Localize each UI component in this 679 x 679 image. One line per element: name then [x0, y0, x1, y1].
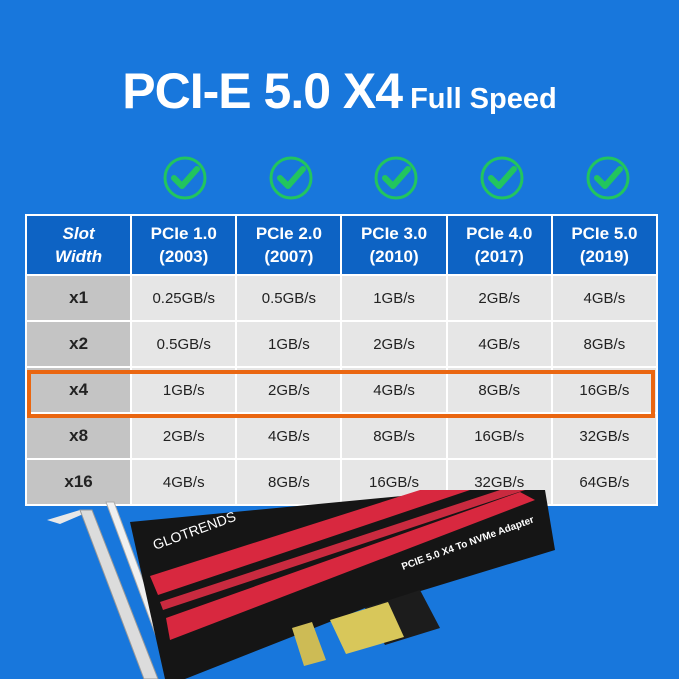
- header-pcie-gen: PCIe 2.0 (2007): [235, 214, 343, 276]
- bandwidth-cell: 64GB/s: [550, 458, 659, 506]
- bandwidth-cell: 4GB/s: [340, 366, 448, 414]
- bandwidth-cell: 1GB/s: [130, 366, 238, 414]
- bandwidth-cell: 1GB/s: [340, 274, 448, 322]
- header-pcie-gen: PCIe 5.0 (2019): [550, 214, 659, 276]
- bandwidth-cell: 4GB/s: [235, 412, 343, 460]
- header-line: Width: [55, 247, 103, 266]
- check-icon: [269, 156, 313, 200]
- bandwidth-cell: 16GB/s: [445, 412, 553, 460]
- bandwidth-cell: 1GB/s: [235, 320, 343, 368]
- table-row: x4 1GB/s 2GB/s 4GB/s 8GB/s 16GB/s: [24, 366, 659, 414]
- bandwidth-cell: 2GB/s: [340, 320, 448, 368]
- table-row: x16 4GB/s 8GB/s 16GB/s 32GB/s 64GB/s: [24, 458, 659, 506]
- header-slot-width: Slot Width: [24, 214, 133, 276]
- headline-sub: Full Speed: [410, 83, 557, 115]
- header-line: PCIe 5.0: [571, 224, 638, 243]
- header-line: (2007): [264, 247, 314, 266]
- slot-width-cell: x8: [24, 412, 133, 460]
- check-icon: [374, 156, 418, 200]
- slot-width-cell: x1: [24, 274, 133, 322]
- bandwidth-cell: 16GB/s: [550, 366, 659, 414]
- bandwidth-cell: 8GB/s: [235, 458, 343, 506]
- header-line: (2010): [369, 247, 419, 266]
- slot-width-cell: x2: [24, 320, 133, 368]
- header-line: PCIe 2.0: [255, 224, 322, 243]
- header-line: (2003): [159, 247, 209, 266]
- bandwidth-cell: 2GB/s: [235, 366, 343, 414]
- check-icon: [480, 156, 524, 200]
- header-line: (2019): [579, 247, 629, 266]
- header-pcie-gen: PCIe 4.0 (2017): [445, 214, 553, 276]
- bandwidth-table: Slot Width PCIe 1.0 (2003) PCIe 2.0 (2007) PCI…: [24, 214, 659, 506]
- bandwidth-cell: 8GB/s: [550, 320, 659, 368]
- header-line: (2017): [474, 247, 524, 266]
- bandwidth-cell: 2GB/s: [130, 412, 238, 460]
- header-line: PCIe 1.0: [150, 224, 217, 243]
- adapter-card-image: GLOTRENDS PCIE 5.0 X4 To NVMe Adapter: [47, 490, 555, 679]
- header-line: PCIe 4.0: [466, 224, 533, 243]
- bandwidth-cell: 0.25GB/s: [130, 274, 238, 322]
- slot-width-cell: x16: [24, 458, 133, 506]
- bandwidth-cell: 8GB/s: [445, 366, 553, 414]
- bandwidth-cell: 0.5GB/s: [235, 274, 343, 322]
- table-row: x8 2GB/s 4GB/s 8GB/s 16GB/s 32GB/s: [24, 412, 659, 460]
- slot-width-cell: x4: [24, 366, 133, 414]
- card-body: [130, 490, 555, 679]
- headline: PCI-E 5.0 X4 Full Speed: [0, 62, 679, 120]
- header-line: PCIe 3.0: [360, 224, 428, 243]
- bandwidth-cell: 4GB/s: [550, 274, 659, 322]
- header-pcie-gen: PCIe 1.0 (2003): [130, 214, 238, 276]
- bandwidth-cell: 4GB/s: [130, 458, 238, 506]
- bandwidth-cell: 4GB/s: [445, 320, 553, 368]
- bandwidth-cell: 8GB/s: [340, 412, 448, 460]
- bandwidth-cell: 2GB/s: [445, 274, 553, 322]
- check-icon: [163, 156, 207, 200]
- check-icon: [586, 156, 630, 200]
- headline-main: PCI-E 5.0 X4: [122, 63, 403, 119]
- header-pcie-gen: PCIe 3.0 (2010): [340, 214, 448, 276]
- table-row: x2 0.5GB/s 1GB/s 2GB/s 4GB/s 8GB/s: [24, 320, 659, 368]
- bandwidth-cell: 32GB/s: [550, 412, 659, 460]
- table-row: x1 0.25GB/s 0.5GB/s 1GB/s 2GB/s 4GB/s: [24, 274, 659, 322]
- header-line: Slot: [62, 224, 95, 243]
- bandwidth-cell: 0.5GB/s: [130, 320, 238, 368]
- table-header-row: Slot Width PCIe 1.0 (2003) PCIe 2.0 (2007) PCI…: [24, 214, 659, 276]
